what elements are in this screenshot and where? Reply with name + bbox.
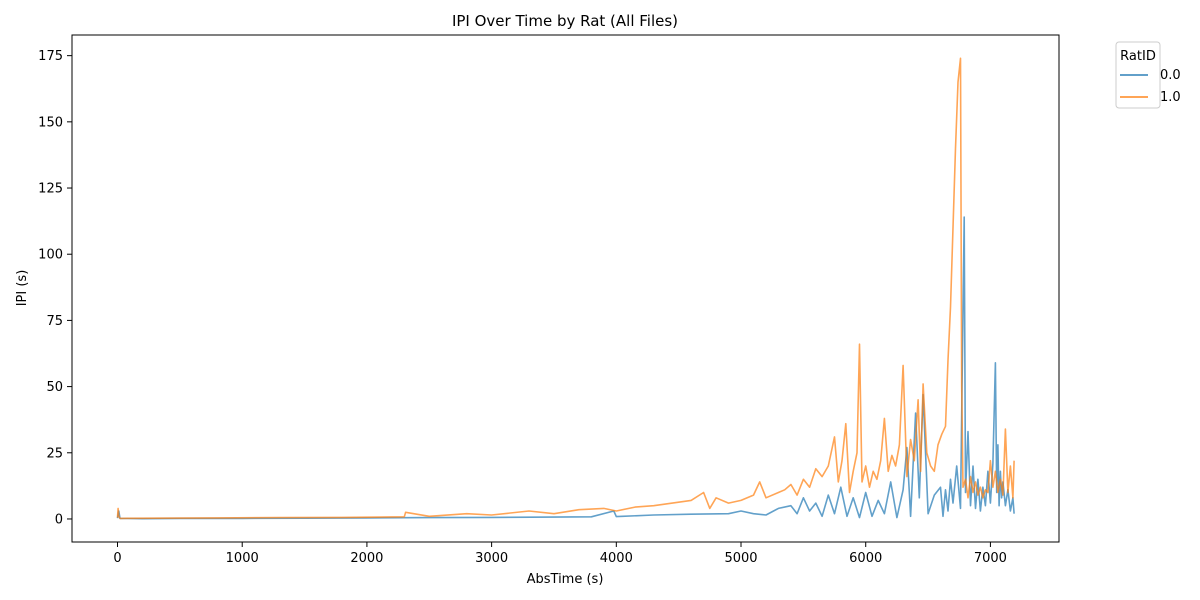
x-tick-label: 5000 (724, 551, 757, 566)
y-tick-label: 75 (46, 314, 63, 329)
y-tick-label: 25 (46, 446, 63, 461)
series-layer (116, 57, 1015, 520)
y-axis-label: IPI (s) (15, 270, 30, 307)
legend-label-series-0: 0.0 (1160, 68, 1181, 83)
x-tick-label: 0 (113, 551, 121, 566)
x-tick-label: 3000 (475, 551, 508, 566)
x-tick-label: 1000 (226, 551, 259, 566)
series-line-0.0 (116, 216, 1015, 520)
legend-label-series-1: 1.0 (1160, 90, 1181, 105)
x-tick-label: 7000 (974, 551, 1007, 566)
y-tick-label: 50 (46, 380, 63, 395)
chart-title: IPI Over Time by Rat (All Files) (452, 12, 678, 30)
x-axis-label: AbsTime (s) (527, 572, 604, 587)
y-tick-label: 175 (38, 49, 63, 64)
x-tick-label: 2000 (350, 551, 383, 566)
legend-title: RatID (1120, 49, 1156, 64)
legend: RatID 0.0 1.0 (1115, 41, 1181, 109)
series-line-1.0 (116, 57, 1015, 520)
y-tick-label: 0 (55, 512, 63, 527)
y-tick-label: 125 (38, 182, 63, 197)
x-tick-label: 4000 (600, 551, 633, 566)
plot-frame (71, 34, 1060, 543)
x-tick-label: 6000 (849, 551, 882, 566)
y-tick-label: 150 (38, 115, 63, 130)
y-axis: 0 25 50 75 100 125 150 175 (38, 49, 72, 527)
y-tick-label: 100 (38, 248, 63, 263)
x-axis: 0 1000 2000 3000 4000 5000 6000 7000 (113, 542, 1007, 566)
